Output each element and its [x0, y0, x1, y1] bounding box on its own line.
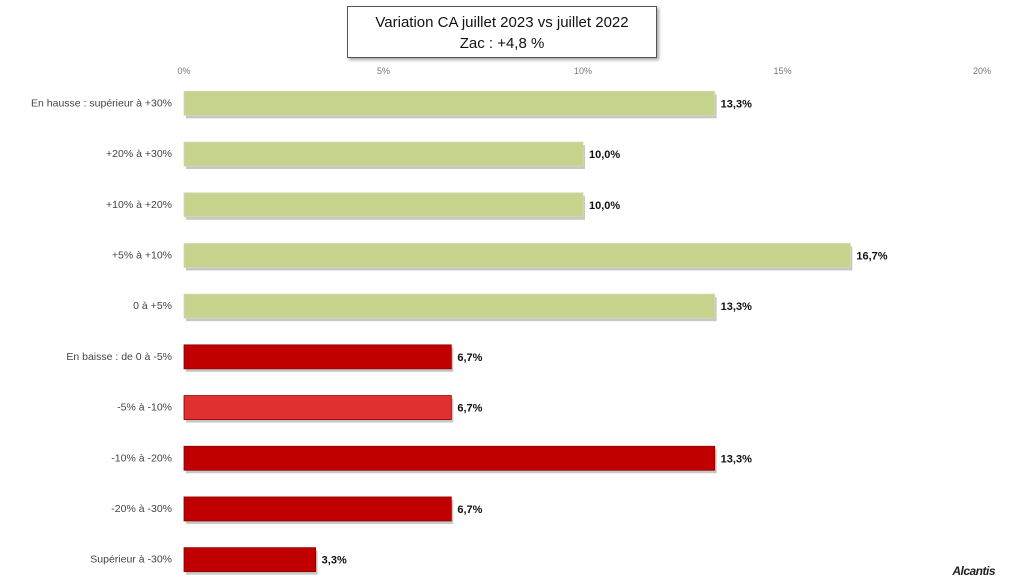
- data-label: 13,3%: [721, 98, 752, 110]
- bar: [183, 395, 452, 420]
- chart-subtitle: Zac : +4,8 %: [459, 35, 545, 52]
- bar: [183, 192, 584, 218]
- bar: [183, 547, 317, 573]
- bar: [183, 90, 716, 116]
- bar: [183, 496, 452, 522]
- bar: [183, 243, 851, 268]
- data-label: 13,3%: [721, 453, 752, 465]
- data-label: 10,0%: [589, 200, 620, 212]
- x-tick-label: 15%: [773, 66, 791, 76]
- category-label: -20% à -30%: [111, 503, 172, 515]
- bar: [183, 293, 716, 319]
- x-tick-label: 5%: [377, 66, 390, 76]
- data-label: 3,3%: [322, 555, 347, 567]
- data-label: 6,7%: [457, 504, 482, 516]
- chart-title: Variation CA juillet 2023 vs juillet 202…: [375, 14, 629, 31]
- category-label: En hausse : supérieur à +30%: [31, 97, 172, 109]
- x-tick-label: 20%: [973, 66, 991, 76]
- bar: [183, 445, 716, 471]
- category-label: Supérieur à -30%: [90, 554, 172, 566]
- x-tick-label: 10%: [574, 66, 592, 76]
- chart-title-box: Variation CA juillet 2023 vs juillet 202…: [347, 6, 657, 58]
- bar: [183, 141, 584, 167]
- category-label: En baisse : de 0 à -5%: [66, 351, 172, 363]
- category-label: +20% à +30%: [106, 148, 172, 160]
- data-label: 13,3%: [721, 301, 752, 313]
- data-label: 10,0%: [589, 149, 620, 161]
- category-label: +10% à +20%: [106, 199, 172, 211]
- watermark-logo: Alcantis: [952, 564, 995, 578]
- data-label: 6,7%: [457, 352, 482, 364]
- category-label: -5% à -10%: [117, 402, 172, 414]
- data-label: 16,7%: [856, 250, 887, 262]
- category-label: +5% à +10%: [112, 249, 172, 261]
- data-label: 6,7%: [457, 403, 482, 415]
- x-tick-label: 0%: [177, 66, 190, 76]
- category-label: 0 à +5%: [133, 300, 172, 312]
- category-label: -10% à -20%: [111, 452, 172, 464]
- bar: [183, 344, 452, 370]
